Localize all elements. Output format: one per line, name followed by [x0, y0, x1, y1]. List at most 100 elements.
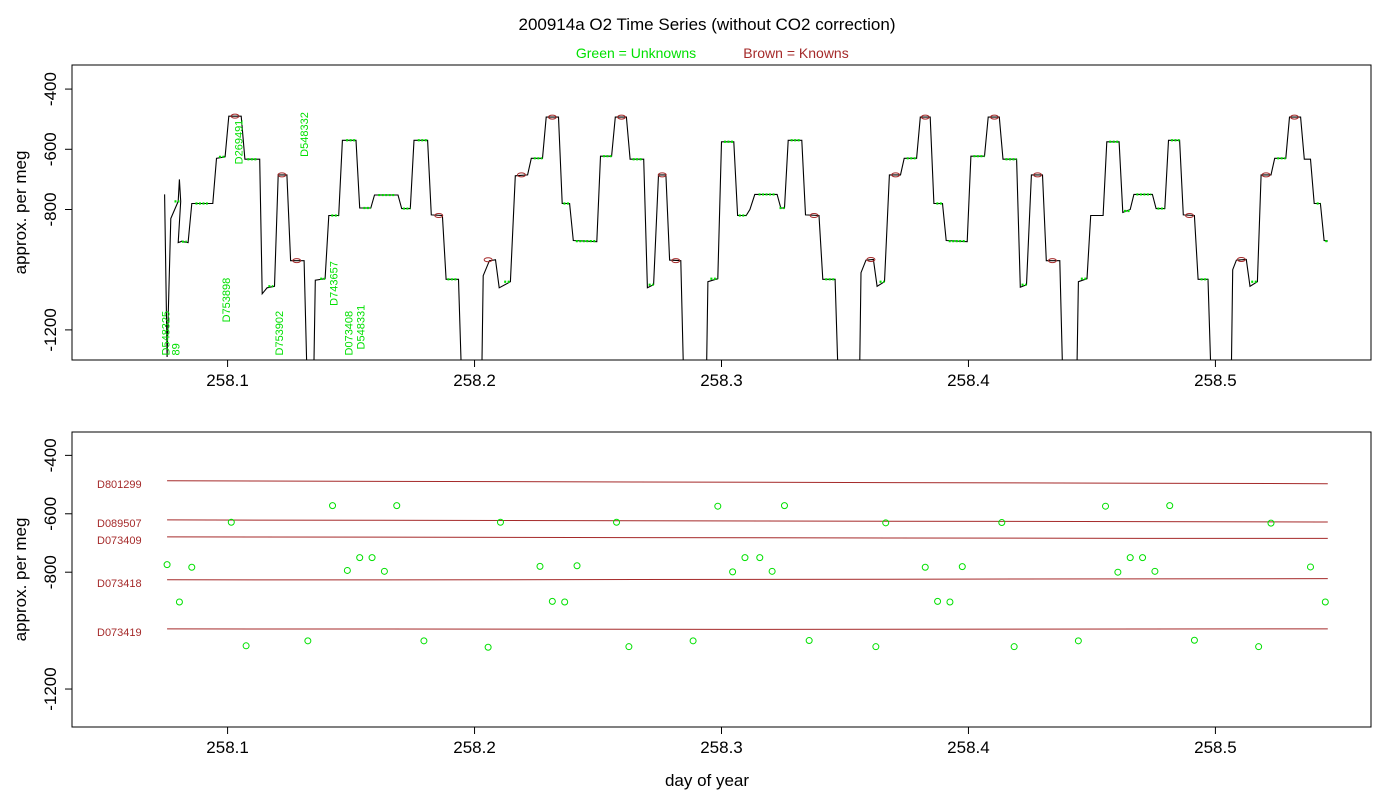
- known-marker: [809, 213, 819, 219]
- unknown-point: [368, 554, 376, 562]
- unknown-point: [1126, 554, 1134, 562]
- unknown-point: [998, 519, 1006, 527]
- x-tick-label: 258.2: [453, 738, 496, 757]
- sample-label: D743657: [328, 261, 340, 306]
- known-marker: [1289, 114, 1299, 120]
- sample-label: D753902: [274, 311, 286, 356]
- unknown-point: [921, 563, 929, 571]
- unknown-point: [872, 643, 880, 651]
- unknown-point: [689, 637, 697, 645]
- unknown-point: [175, 598, 183, 606]
- x-tick-label: 258.1: [206, 371, 249, 390]
- y-axis-label: approx. per meg: [11, 151, 30, 275]
- known-marker: [483, 257, 493, 263]
- unknown-point: [756, 554, 764, 562]
- x-tick-label: 258.1: [206, 738, 249, 757]
- unknown-point: [882, 519, 890, 527]
- unknown-point: [304, 637, 312, 645]
- known-marker: [292, 258, 302, 264]
- unknown-point: [714, 502, 722, 510]
- unknown-point: [1190, 636, 1198, 644]
- unknown-point: [356, 554, 364, 562]
- known-marker: [277, 172, 287, 178]
- time-series-panel: 258.1 258.2 258.3 258.4 258.5 -400 -600 -800 -12…: [11, 64, 1372, 390]
- unknown-point: [548, 597, 556, 605]
- known-marker: [1236, 256, 1246, 262]
- unknown-point: [1151, 567, 1159, 575]
- known-marker: [891, 172, 901, 178]
- x-tick-label: 258.3: [700, 738, 743, 757]
- unknown-point: [805, 637, 813, 645]
- unknown-point: [329, 502, 337, 510]
- unknown-point: [484, 643, 492, 651]
- unknown-point: [1010, 643, 1018, 651]
- unknown-point: [741, 554, 749, 562]
- known-marker: [671, 258, 681, 264]
- standard-label: D073419: [97, 627, 142, 639]
- known-marker: [989, 114, 999, 120]
- unknown-point: [536, 562, 544, 570]
- unknown-point: [958, 563, 966, 571]
- known-marker: [1033, 172, 1043, 178]
- standard-label: D073418: [97, 578, 142, 590]
- legend-knowns: Brown = Knowns: [743, 45, 848, 61]
- standard-line: [167, 536, 1328, 539]
- y-tick-label: -1200: [41, 308, 60, 351]
- known-marker: [1261, 172, 1271, 178]
- unknown-point: [227, 518, 235, 526]
- x-tick-label: 258.2: [453, 371, 496, 390]
- known-marker: [920, 114, 930, 120]
- unknown-point: [946, 598, 954, 606]
- unknown-point: [496, 518, 504, 526]
- unknown-point: [729, 568, 737, 576]
- known-marker: [657, 172, 667, 178]
- sample-label: D073408: [343, 311, 355, 356]
- unknown-point: [1114, 568, 1122, 576]
- known-marker: [616, 114, 626, 120]
- standard-line: [167, 480, 1328, 485]
- known-marker: [434, 213, 444, 219]
- sample-label: D269491: [233, 120, 245, 165]
- plot-frame: [71, 64, 1372, 361]
- unknown-point: [420, 637, 428, 645]
- y-tick-label: -1200: [41, 667, 60, 710]
- unknown-point: [613, 518, 621, 526]
- unknown-point: [625, 643, 633, 651]
- unknown-point: [242, 642, 250, 650]
- sample-label: 89: [170, 343, 182, 355]
- y-tick-label: -600: [41, 132, 60, 166]
- x-tick-label: 258.3: [700, 371, 743, 390]
- unknown-point: [1139, 554, 1147, 562]
- unknown-point: [1306, 563, 1314, 571]
- unknown-point: [163, 561, 171, 569]
- unknown-point: [934, 597, 942, 605]
- sample-label: D548331: [356, 305, 368, 350]
- known-marker: [1184, 213, 1194, 219]
- plot-area: D801299 D089507 D073409 D073418 D073419: [97, 479, 1329, 651]
- known-marker: [866, 256, 876, 262]
- y-tick-label: -400: [41, 72, 60, 106]
- y-tick-label: -800: [41, 192, 60, 226]
- unknown-point: [768, 567, 776, 575]
- unknown-point: [780, 502, 788, 510]
- y-tick-label: -400: [41, 438, 60, 472]
- sample-label: D753898: [221, 278, 233, 323]
- unknown-point: [343, 566, 351, 574]
- unknown-point: [561, 598, 569, 606]
- standard-label: D089507: [97, 518, 142, 530]
- standard-label: D073409: [97, 535, 142, 547]
- unknown-point: [573, 562, 581, 570]
- known-marker: [1047, 258, 1057, 264]
- known-marker: [230, 113, 240, 119]
- unknown-point: [1321, 598, 1329, 606]
- unknown-point: [1267, 519, 1275, 527]
- standard-line: [167, 628, 1328, 630]
- standard-line: [167, 519, 1328, 523]
- unknown-point: [188, 563, 196, 571]
- sample-label: D548332: [299, 112, 311, 157]
- unknown-point: [1255, 643, 1263, 651]
- unknown-point: [1074, 637, 1082, 645]
- standard-label: D801299: [97, 479, 142, 491]
- x-axis-label: day of year: [665, 771, 749, 790]
